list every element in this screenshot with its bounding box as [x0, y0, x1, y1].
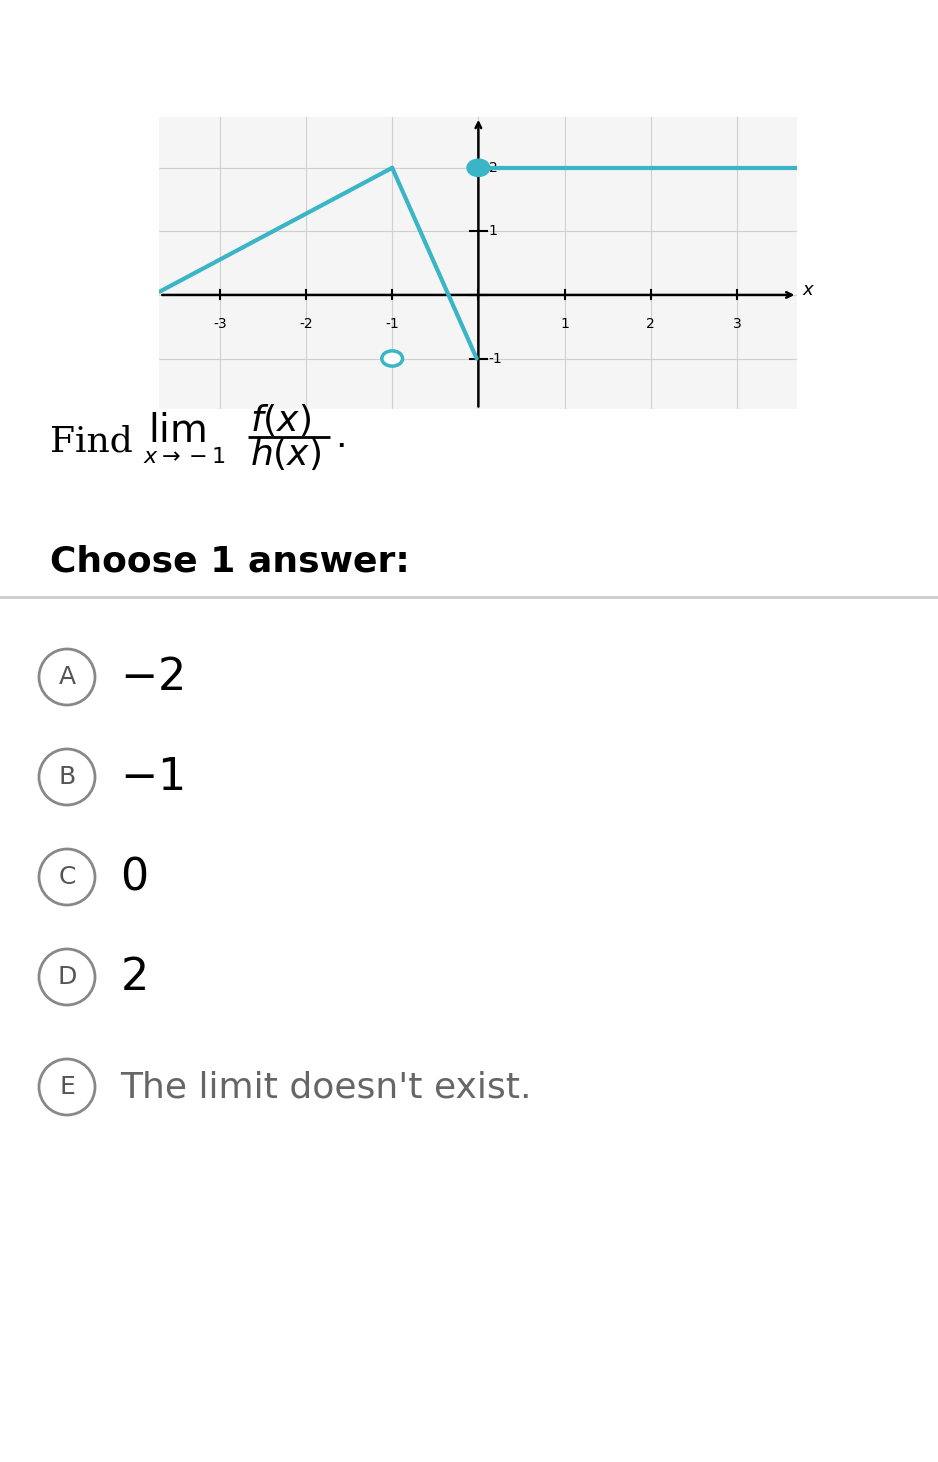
Text: $x$: $x$ — [802, 281, 815, 298]
Text: -1: -1 — [386, 317, 399, 332]
Text: Choose 1 answer:: Choose 1 answer: — [50, 545, 410, 579]
Text: $-2$: $-2$ — [120, 655, 183, 699]
Text: 3: 3 — [733, 317, 741, 332]
Text: $-1$: $-1$ — [120, 756, 184, 798]
Text: -1: -1 — [489, 351, 503, 366]
Text: Find: Find — [50, 425, 133, 459]
Text: A: A — [58, 665, 76, 689]
Text: 2: 2 — [489, 161, 497, 175]
Text: E: E — [59, 1075, 75, 1099]
Text: -2: -2 — [299, 317, 312, 332]
Text: -3: -3 — [213, 317, 227, 332]
Text: 1: 1 — [489, 224, 497, 238]
Text: .: . — [335, 420, 346, 455]
Text: 1: 1 — [560, 317, 569, 332]
Text: C: C — [58, 866, 76, 889]
Text: D: D — [57, 965, 77, 988]
Text: $0$: $0$ — [120, 855, 147, 899]
Text: 2: 2 — [646, 317, 655, 332]
Text: B: B — [58, 765, 76, 789]
Text: $h(x)$: $h(x)$ — [250, 436, 322, 472]
Text: $f(x)$: $f(x)$ — [250, 402, 311, 439]
Text: The limit doesn't exist.: The limit doesn't exist. — [120, 1070, 532, 1104]
Circle shape — [468, 161, 489, 175]
Circle shape — [382, 351, 402, 366]
Text: $x\rightarrow -1$: $x\rightarrow -1$ — [143, 446, 225, 468]
Text: $\lim$: $\lim$ — [148, 414, 206, 450]
Text: $2$: $2$ — [120, 956, 146, 999]
